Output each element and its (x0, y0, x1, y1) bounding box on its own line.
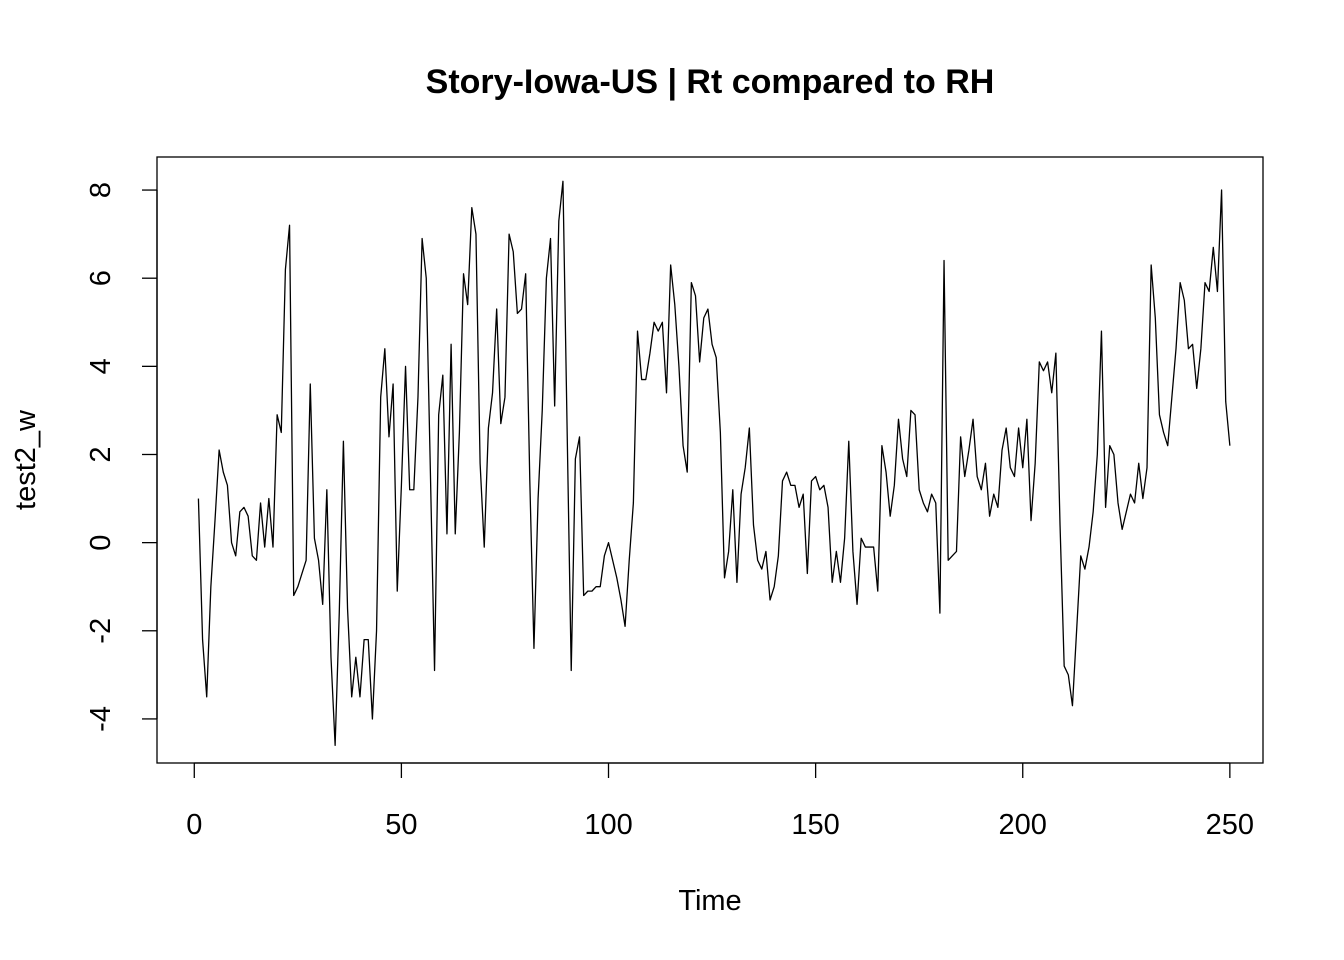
y-tick-label: 2 (85, 446, 117, 462)
chart-title: Story-Iowa-US | Rt compared to RH (426, 63, 995, 101)
series-line (197, 180, 1231, 747)
x-axis-title: Time (678, 885, 741, 917)
x-tick-label: 50 (385, 809, 417, 841)
x-tick-label: 250 (1206, 809, 1254, 841)
y-tick-label: 4 (85, 358, 117, 374)
y-axis-title: test2_w (10, 409, 42, 510)
y-tick-label: -2 (85, 618, 117, 644)
x-tick-label: 150 (791, 809, 839, 841)
x-axis: 0 50 100 150 200 250 (186, 762, 1254, 841)
y-tick-label: -4 (85, 706, 117, 732)
x-tick-label: 0 (186, 809, 202, 841)
y-tick-label: 8 (85, 182, 117, 198)
x-tick-label: 200 (999, 809, 1047, 841)
y-axis: -4 -2 0 2 4 6 8 (85, 182, 158, 732)
y-tick-label: 6 (85, 270, 117, 286)
y-tick-label: 0 (85, 535, 117, 551)
x-tick-label: 100 (584, 809, 632, 841)
